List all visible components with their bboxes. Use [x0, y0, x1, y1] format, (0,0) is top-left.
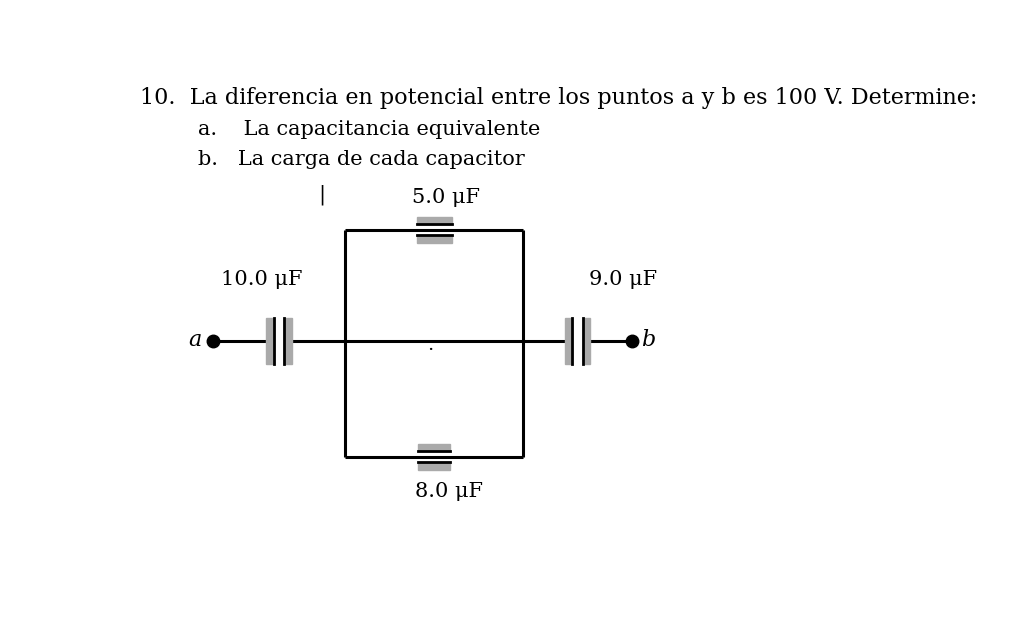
Text: a: a: [188, 329, 202, 351]
Bar: [583, 318, 590, 364]
Text: 8.0 μF: 8.0 μF: [415, 482, 482, 501]
Text: 9.0 μF: 9.0 μF: [589, 270, 657, 289]
Text: a.    La capacitancia equivalente: a. La capacitancia equivalente: [198, 120, 540, 139]
Text: |: |: [318, 185, 326, 205]
Bar: [564, 318, 572, 364]
Bar: [417, 235, 452, 243]
Bar: [418, 462, 451, 470]
Bar: [418, 444, 451, 451]
Text: 10.0 μF: 10.0 μF: [221, 270, 302, 289]
Text: b.   La carga de cada capacitor: b. La carga de cada capacitor: [198, 151, 524, 169]
Text: .: .: [427, 336, 433, 354]
Bar: [417, 217, 452, 224]
Bar: [285, 318, 292, 364]
Text: b: b: [641, 329, 655, 351]
Text: 5.0 μF: 5.0 μF: [413, 188, 480, 207]
Bar: [266, 318, 274, 364]
Text: 10.  La diferencia en potencial entre los puntos a y b es 100 V. Determine:: 10. La diferencia en potencial entre los…: [139, 87, 977, 109]
